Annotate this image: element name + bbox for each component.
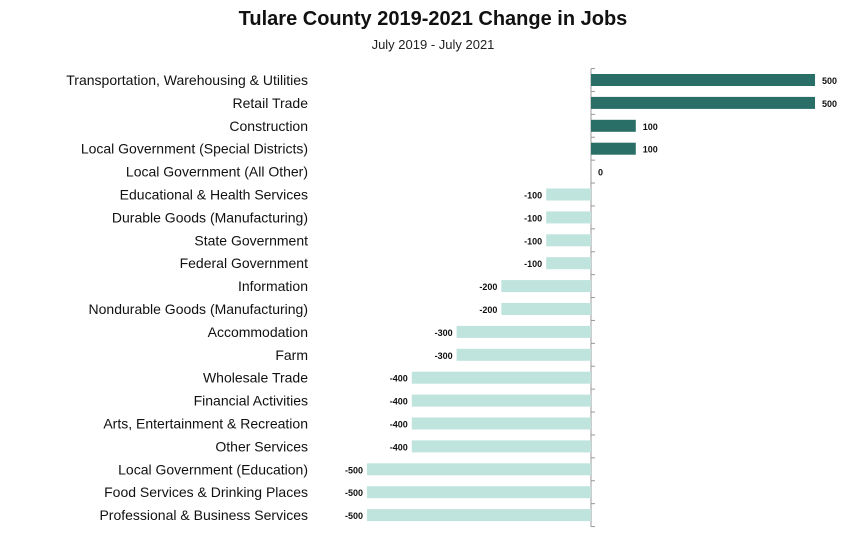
data-label: 100: [643, 145, 658, 155]
category-label: Wholesale Trade: [203, 370, 308, 386]
bar: [546, 188, 591, 201]
data-label: -400: [390, 397, 408, 407]
category-label: Local Government (Education): [118, 461, 308, 477]
data-label: -500: [345, 511, 363, 521]
category-label: State Government: [194, 232, 308, 248]
bar: [456, 348, 591, 361]
data-label: 0: [598, 168, 603, 178]
data-label: 500: [822, 99, 837, 109]
category-label: Arts, Entertainment & Recreation: [103, 416, 308, 432]
bar: [367, 509, 591, 522]
bar: [501, 303, 591, 315]
data-label: 100: [643, 122, 658, 132]
category-label: Information: [238, 278, 308, 294]
category-label: Construction: [229, 118, 308, 134]
category-label: Professional & Business Services: [99, 507, 308, 523]
data-label: -300: [435, 328, 453, 338]
bar: [546, 211, 591, 224]
data-label: -300: [435, 351, 453, 361]
data-label: -500: [345, 465, 363, 475]
bar: [591, 119, 636, 132]
data-label: -200: [479, 282, 497, 292]
category-label: Retail Trade: [233, 95, 309, 111]
category-label: Other Services: [215, 438, 308, 454]
bar: [411, 417, 591, 430]
bar: [411, 440, 591, 453]
bar: [411, 394, 591, 407]
bar: [456, 325, 591, 338]
bar: [367, 486, 591, 499]
data-label: -100: [524, 236, 542, 246]
category-label: Local Government (All Other): [126, 164, 308, 180]
data-label: -200: [479, 305, 497, 315]
data-label: -100: [524, 259, 542, 269]
bar: [591, 142, 636, 155]
chart-title: Tulare County 2019-2021 Change in Jobs: [238, 8, 628, 30]
data-label: -400: [390, 374, 408, 384]
bar: [591, 96, 815, 109]
category-label: Financial Activities: [194, 393, 308, 409]
category-label: Durable Goods (Manufacturing): [112, 209, 308, 225]
category-label: Nondurable Goods (Manufacturing): [89, 301, 308, 317]
bar: [546, 257, 591, 270]
chart-subtitle: July 2019 - July 2021: [371, 37, 495, 52]
data-label: -100: [524, 213, 542, 223]
category-label: Farm: [275, 347, 308, 363]
bar: [367, 463, 591, 476]
data-label: -500: [345, 488, 363, 498]
data-label: -400: [390, 442, 408, 452]
category-label: Transportation, Warehousing & Utilities: [66, 72, 308, 88]
data-label: -100: [524, 191, 542, 201]
category-label: Federal Government: [180, 255, 309, 271]
data-label: -400: [390, 420, 408, 430]
category-label: Accommodation: [208, 324, 308, 340]
data-label: 500: [822, 76, 837, 86]
bar: [501, 280, 591, 293]
category-label: Food Services & Drinking Places: [104, 484, 308, 500]
bar: [591, 74, 815, 86]
bar: [411, 371, 591, 384]
bar: [546, 234, 591, 247]
category-label: Educational & Health Services: [120, 187, 308, 203]
category-label: Local Government (Special Districts): [81, 141, 308, 157]
